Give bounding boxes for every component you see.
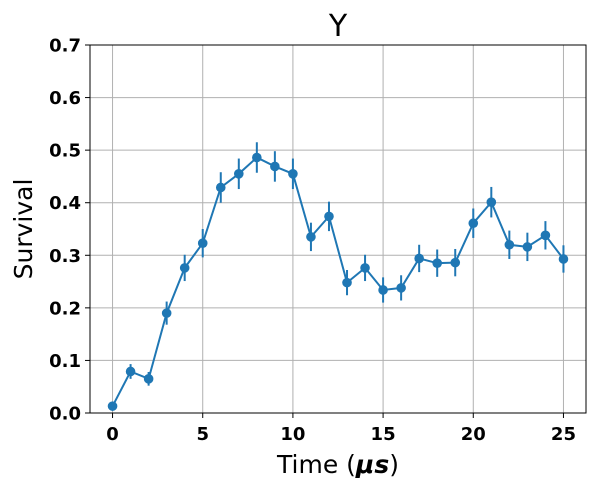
data-point bbox=[414, 253, 424, 264]
x-tick-label: 25 bbox=[551, 424, 576, 445]
chart-title: Y bbox=[328, 9, 348, 44]
x-axis-title: Time (μs) bbox=[276, 450, 399, 479]
data-point bbox=[324, 211, 334, 222]
data-point bbox=[450, 257, 461, 268]
y-axis-title: Survival bbox=[9, 179, 38, 280]
data-point bbox=[161, 308, 172, 318]
y-tick-label: 0.3 bbox=[49, 246, 81, 267]
x-tick-label: 20 bbox=[461, 424, 486, 445]
x-tick-label: 15 bbox=[371, 424, 396, 445]
data-point bbox=[432, 258, 443, 268]
grid bbox=[90, 44, 586, 414]
data-point bbox=[179, 263, 190, 273]
data-point bbox=[378, 285, 388, 295]
data-point bbox=[270, 161, 280, 172]
data-point bbox=[215, 182, 226, 193]
ticks: 0 5 10 15 20 25 0.0 0.1 0.2 0.3 0.4 0.5 0.6 0.7 bbox=[49, 36, 576, 446]
data-point bbox=[234, 169, 244, 179]
y-tick-label: 0.0 bbox=[49, 404, 81, 425]
x-tick-label: 10 bbox=[280, 424, 305, 445]
data-point bbox=[360, 263, 370, 273]
y-tick-label: 0.7 bbox=[49, 36, 81, 57]
x-axis-title-close: ) bbox=[389, 450, 399, 479]
data-point bbox=[468, 218, 479, 229]
data-point bbox=[558, 254, 569, 264]
y-tick-label: 0.2 bbox=[49, 298, 81, 319]
data-point bbox=[486, 197, 497, 207]
x-tick-label: 0 bbox=[106, 424, 119, 445]
y-tick-label: 0.5 bbox=[49, 141, 81, 162]
x-axis-title-unit: μs bbox=[355, 450, 389, 479]
y-tick-label: 0.1 bbox=[49, 351, 81, 372]
data-point bbox=[125, 366, 136, 377]
data-point bbox=[522, 242, 533, 252]
data-point bbox=[107, 401, 118, 411]
data-point bbox=[342, 277, 352, 288]
data-point bbox=[197, 238, 208, 248]
data-point bbox=[252, 152, 262, 163]
series-line bbox=[111, 156, 565, 407]
data-point bbox=[143, 374, 154, 384]
y-tick-label: 0.6 bbox=[49, 88, 81, 109]
data-point bbox=[540, 230, 551, 241]
plot-frame bbox=[89, 44, 587, 414]
data-point bbox=[306, 232, 316, 242]
data-point bbox=[396, 283, 406, 293]
series-survival bbox=[107, 142, 569, 411]
data-point bbox=[504, 239, 515, 250]
x-tick-label: 5 bbox=[196, 424, 209, 445]
data-point bbox=[288, 169, 298, 179]
y-tick-label: 0.4 bbox=[49, 193, 81, 214]
x-axis-title-text: Time ( bbox=[276, 450, 356, 479]
